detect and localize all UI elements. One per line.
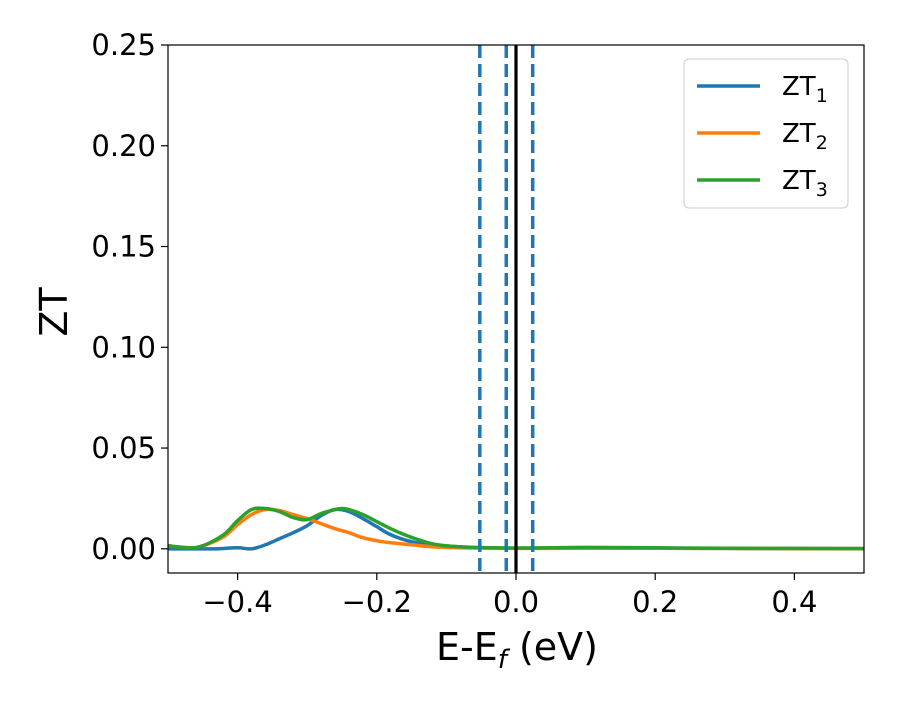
- x-tick-label: 0.4: [771, 585, 817, 619]
- x-tick-label: −0.2: [342, 585, 412, 619]
- reference-lines: [478, 45, 535, 573]
- y-tick-label: 0.15: [91, 230, 156, 264]
- x-axis-label-unit: (eV): [507, 625, 598, 669]
- y-tick-label: 0.00: [91, 532, 156, 566]
- y-axis: 0.00 0.05 0.10 0.15 0.20 0.25: [91, 28, 168, 566]
- y-tick-label: 0.25: [91, 28, 156, 62]
- x-axis: −0.4 −0.2 0.0 0.2 0.4: [202, 573, 817, 619]
- y-tick-label: 0.10: [91, 330, 156, 364]
- y-tick-label: 0.20: [91, 129, 156, 163]
- series-lines: [168, 506, 864, 551]
- legend: ZT1 ZT2 ZT3: [683, 58, 849, 209]
- x-tick-label: 0.0: [493, 585, 539, 619]
- legend-label-3: ZT3: [782, 166, 828, 201]
- y-tick-label: 0.05: [91, 431, 156, 465]
- y-axis-label: ZT: [32, 287, 76, 337]
- series-line-3: [168, 506, 864, 551]
- x-tick-label: 0.2: [632, 585, 678, 619]
- x-tick-label: −0.4: [202, 585, 272, 619]
- legend-label-2: ZT2: [782, 119, 828, 154]
- x-axis-label: E-Ef (eV): [436, 625, 598, 675]
- x-axis-label-main: E-E: [436, 625, 498, 669]
- legend-label-1: ZT1: [782, 72, 828, 107]
- legend-box: [683, 58, 849, 209]
